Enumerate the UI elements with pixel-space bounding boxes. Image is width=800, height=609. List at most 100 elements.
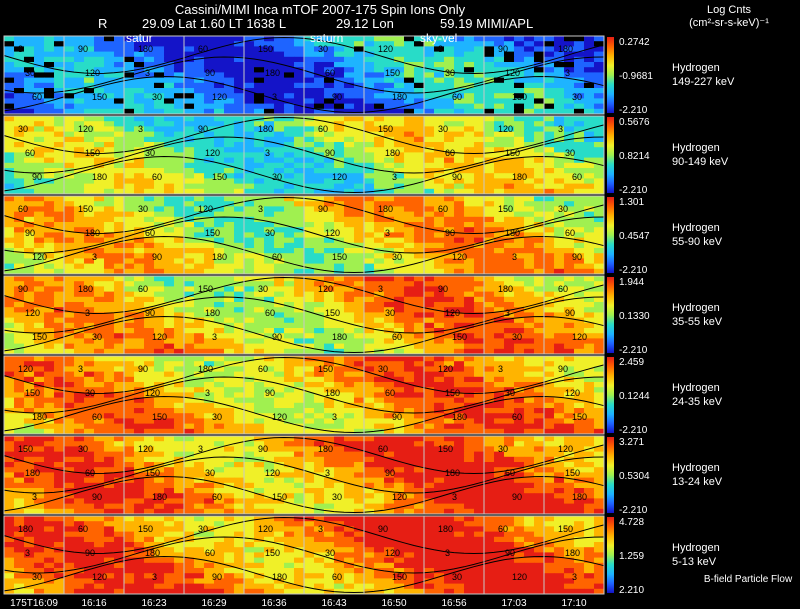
contour-label: 30	[145, 148, 155, 158]
contour-label: 60	[378, 444, 388, 454]
contour-label: 30	[78, 444, 88, 454]
contour-label: 90	[498, 44, 508, 54]
contour-label: 180	[512, 172, 527, 182]
contour-label: 180	[138, 44, 153, 54]
energy-range-label: 90-149 keV	[672, 156, 729, 168]
contour-label: 60	[272, 252, 282, 262]
colorbar-min-label: -2.210	[619, 505, 648, 516]
contour-label: 150	[138, 524, 153, 534]
colorbar-min-label: -2.210	[619, 265, 648, 276]
colorbar-mid-label: 1.259	[619, 551, 644, 562]
contour-label: 150	[92, 92, 107, 102]
energy-panel: 90 120 150 180 3 30 60 90 120 150 180 3 30 60 90 120 150…	[3, 275, 723, 356]
colorbar-mid-label: 0.1244	[619, 391, 650, 402]
contour-label: 90	[572, 252, 582, 262]
contour-label: 120	[152, 332, 167, 342]
species-label: Hydrogen	[672, 462, 720, 474]
contour-label: 30	[138, 204, 148, 214]
contour-label: 120	[198, 204, 213, 214]
heatmap-cells	[4, 436, 605, 515]
contour-label: 180	[318, 444, 333, 454]
colorbar-mid-label: 0.5304	[619, 471, 650, 482]
contour-label: 3	[272, 92, 277, 102]
species-label: Hydrogen	[672, 62, 720, 74]
energy-range-label: 24-35 keV	[672, 396, 723, 408]
contour-label: 120	[438, 364, 453, 374]
contour-label: 90	[198, 124, 208, 134]
contour-label: 180	[145, 548, 160, 558]
contour-label: 30	[385, 308, 395, 318]
contour-label: 3	[332, 412, 337, 422]
contour-label: 90	[145, 308, 155, 318]
contour-label: 120	[512, 572, 527, 582]
contour-label: 180	[385, 148, 400, 158]
contour-label: 60	[505, 468, 515, 478]
x-tick-label: 16:16	[81, 598, 106, 609]
contour-label: 120	[572, 332, 587, 342]
color-bar	[607, 37, 614, 113]
contour-label: 60	[258, 364, 268, 374]
color-bar	[607, 197, 614, 273]
contour-label: 60	[145, 228, 155, 238]
x-tick-label: 16:29	[201, 598, 226, 609]
ephem-lon: 29.12 Lon	[336, 16, 394, 31]
contour-label: 30	[445, 68, 455, 78]
contour-label: 150	[32, 332, 47, 342]
color-bar	[607, 117, 614, 193]
contour-label: 3	[25, 548, 30, 558]
contour-label: 180	[565, 548, 580, 558]
contour-label: 30	[205, 468, 215, 478]
chart-title: Cassini/MIMI Inca mTOF 2007-175 Spin Ion…	[175, 2, 466, 17]
contour-label: 3	[78, 364, 83, 374]
contour-label: 90	[385, 468, 395, 478]
contour-label: 30	[565, 148, 575, 158]
contour-label: 150	[392, 572, 407, 582]
contour-label: 180	[198, 364, 213, 374]
heatmap-cells	[4, 36, 605, 115]
contour-label: 120	[272, 412, 287, 422]
contour-label: 90	[18, 284, 28, 294]
heatmap-cells	[4, 516, 605, 595]
contour-label: 180	[212, 252, 227, 262]
contour-label: 120	[498, 124, 513, 134]
contour-label: 60	[392, 332, 402, 342]
contour-label: 150	[205, 228, 220, 238]
position-marker-label: satur	[126, 31, 153, 45]
colorbar-max-label: 0.2742	[619, 37, 650, 48]
contour-label: 60	[445, 148, 455, 158]
contour-label: 90	[272, 332, 282, 342]
contour-label: 3	[498, 364, 503, 374]
contour-label: 60	[152, 172, 162, 182]
contour-label: 3	[205, 388, 210, 398]
contour-label: 150	[572, 412, 587, 422]
colorbar-min-label: -2.210	[619, 345, 648, 356]
contour-label: 180	[452, 412, 467, 422]
contour-label: 90	[318, 204, 328, 214]
energy-panel: 3 30 60 90 120 150 180 3 30 60 90 120 150 180 3 30 60 90 1…	[3, 35, 735, 116]
contour-label: 120	[138, 444, 153, 454]
ephem-values: 29.09 Lat 1.60 LT 1638 L	[142, 16, 286, 31]
contour-label: 150	[498, 204, 513, 214]
contour-label: 120	[565, 388, 580, 398]
contour-label: 150	[325, 308, 340, 318]
contour-label: 3	[438, 44, 443, 54]
contour-label: 90	[332, 92, 342, 102]
energy-range-label: 55-90 keV	[672, 236, 723, 248]
contour-label: 120	[205, 148, 220, 158]
contour-label: 30	[85, 388, 95, 398]
contour-label: 150	[18, 444, 33, 454]
contour-label: 150	[452, 332, 467, 342]
color-bar	[607, 277, 614, 353]
contour-label: 30	[438, 124, 448, 134]
contour-label: 3	[325, 468, 330, 478]
contour-label: 60	[265, 308, 275, 318]
contour-label: 90	[205, 68, 215, 78]
contour-label: 3	[92, 252, 97, 262]
contour-label: 150	[385, 68, 400, 78]
contour-label: 180	[272, 572, 287, 582]
contour-label: 180	[498, 284, 513, 294]
units-label: Log Cnts	[707, 4, 752, 16]
contour-label: 150	[258, 44, 273, 54]
contour-label: 60	[385, 388, 395, 398]
